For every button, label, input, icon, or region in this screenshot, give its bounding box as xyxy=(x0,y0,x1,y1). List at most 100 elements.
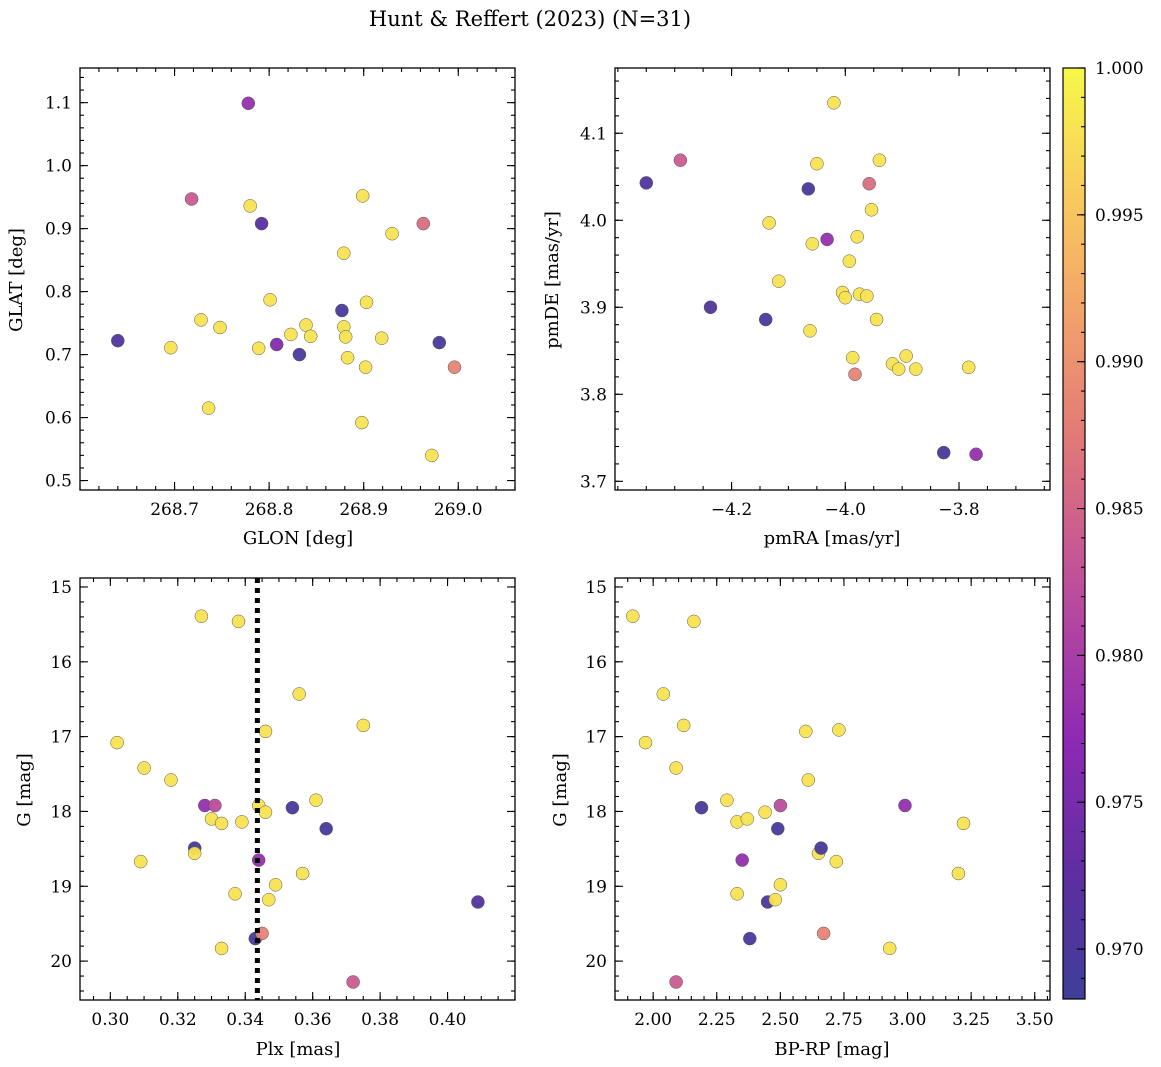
colorbar-tick-label: 0.990 xyxy=(1095,353,1144,373)
axes-color-mag: 2.00 2.25 2.50 2.75 3.00 3.25 3.50 15 16 17 18 19 20 xyxy=(585,577,1054,1030)
data-point xyxy=(773,798,788,813)
x-tick-label: −4.2 xyxy=(711,500,752,520)
data-point xyxy=(872,153,887,167)
x-tick-label: 3.00 xyxy=(889,1010,927,1030)
data-point xyxy=(673,153,688,167)
data-point xyxy=(899,349,913,363)
y-tick-label: 4.1 xyxy=(580,124,607,144)
colorbar: 0.970 0.975 0.980 0.985 0.990 0.995 1.000 xyxy=(1062,59,1144,1000)
colorbar-tick-label: 0.970 xyxy=(1095,940,1144,960)
data-point xyxy=(772,274,786,288)
data-point xyxy=(735,853,749,867)
data-point xyxy=(771,821,785,836)
data-point xyxy=(231,614,246,629)
data-point xyxy=(669,975,683,989)
data-point xyxy=(687,614,701,629)
data-point xyxy=(201,401,216,415)
data-point xyxy=(638,735,653,750)
y-tick-label: 0.5 xyxy=(45,472,72,492)
data-point xyxy=(262,892,276,907)
data-point xyxy=(110,735,124,750)
data-point xyxy=(374,331,389,345)
y-tick-label: 1.0 xyxy=(45,157,72,177)
data-point xyxy=(214,941,229,956)
data-point xyxy=(359,295,374,310)
data-point xyxy=(758,805,772,819)
plot-layer: 268.7 268.8 268.9 269.0 0.5 0.6 0.7 0.8 0.9 1.0 1.… xyxy=(45,67,1054,1030)
data-point xyxy=(208,798,222,813)
axes-frame xyxy=(79,67,516,491)
data-point xyxy=(768,892,783,907)
x-tick-label: 0.30 xyxy=(91,1010,129,1030)
data-point xyxy=(869,312,884,327)
y-tick-label: 20 xyxy=(585,952,607,972)
data-point xyxy=(447,360,462,374)
x-tick-label: −3.8 xyxy=(938,500,979,520)
data-point xyxy=(801,773,816,787)
data-point xyxy=(241,96,256,111)
data-point xyxy=(743,931,757,946)
data-point xyxy=(848,367,862,382)
data-point xyxy=(827,96,841,110)
y-tick-label: 3.8 xyxy=(580,385,607,405)
figure-title: Hunt & Reffert (2023) (N=31) xyxy=(369,7,691,31)
axes-frame xyxy=(614,67,1051,491)
data-point xyxy=(299,318,313,332)
x-tick-label: 268.9 xyxy=(339,500,388,520)
xlabel: pmRA [mas/yr] xyxy=(764,528,901,549)
axes-glon-glat: 268.7 268.8 268.9 269.0 0.5 0.6 0.7 0.8 0.9 1.0 1.… xyxy=(45,67,516,520)
data-point xyxy=(295,866,310,881)
colorbar-tick-label: 0.980 xyxy=(1095,646,1144,666)
data-point xyxy=(111,333,125,348)
data-point xyxy=(356,718,371,733)
data-point xyxy=(133,854,148,869)
data-point xyxy=(425,448,439,463)
colorbar-ticks: 0.970 0.975 0.980 0.985 0.990 0.995 1.000 xyxy=(1077,59,1144,979)
data-point xyxy=(187,846,202,861)
data-point xyxy=(303,329,318,344)
data-point xyxy=(730,887,744,901)
data-point xyxy=(346,975,360,989)
data-point xyxy=(639,176,654,190)
data-point xyxy=(416,216,431,231)
colorbar-gradient xyxy=(1062,67,1086,1000)
y-tick-label: 1.1 xyxy=(45,94,72,114)
data-point xyxy=(319,821,333,836)
data-point xyxy=(471,895,485,909)
data-point xyxy=(799,724,813,739)
y-tick-label: 16 xyxy=(50,653,72,673)
data-point xyxy=(292,687,306,701)
x-tick-label: 268.8 xyxy=(245,500,294,520)
data-point xyxy=(258,805,273,819)
data-point xyxy=(164,773,178,787)
ylabel: pmDE [mas/yr] xyxy=(542,211,563,349)
x-tick-label: −4.0 xyxy=(825,500,866,520)
data-point xyxy=(805,237,820,251)
data-point xyxy=(842,254,857,268)
ylabel: GLAT [deg] xyxy=(6,228,27,332)
axes-frame xyxy=(79,577,516,1001)
panel-plx-g: Plx [mas] G [mag] xyxy=(14,753,340,1060)
data-point xyxy=(268,878,283,892)
x-tick-label: 2.00 xyxy=(634,1010,672,1030)
xlabel: Plx [mas] xyxy=(256,1039,341,1060)
data-point xyxy=(703,300,718,315)
data-point xyxy=(961,360,976,375)
ylabel: G [mag] xyxy=(14,753,35,826)
x-tick-label: 2.75 xyxy=(825,1010,863,1030)
colorbar-tick-label: 0.975 xyxy=(1095,793,1144,813)
data-point xyxy=(355,415,369,430)
data-point xyxy=(355,189,370,203)
data-point xyxy=(832,723,846,737)
data-point xyxy=(137,761,151,775)
y-tick-label: 19 xyxy=(50,877,72,897)
data-point xyxy=(164,340,178,355)
y-tick-label: 0.6 xyxy=(45,409,72,429)
data-point xyxy=(213,320,227,335)
data-point xyxy=(898,798,912,813)
y-tick-label: 17 xyxy=(50,728,72,748)
data-point xyxy=(285,800,300,815)
data-point xyxy=(773,878,788,892)
data-point xyxy=(801,182,816,196)
